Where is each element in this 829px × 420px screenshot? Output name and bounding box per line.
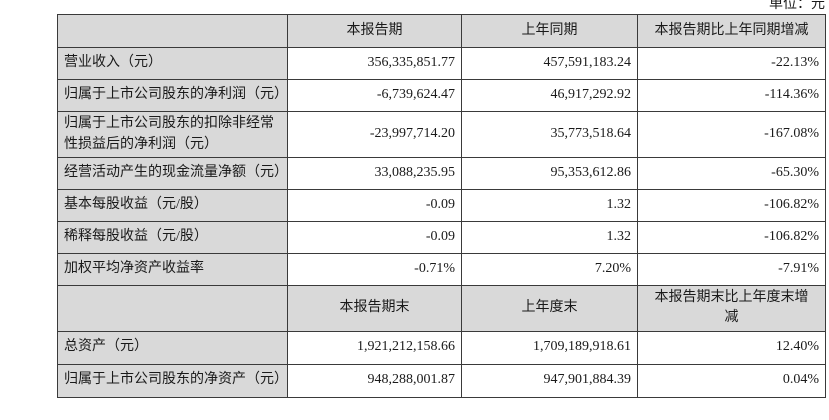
row-label: 营业收入（元） — [57, 47, 288, 80]
header-cell-year-end-change: 本报告期末比上年度末增 减 — [637, 285, 826, 332]
value-current: -23,997,714.20 — [287, 111, 462, 158]
table-row-net-profit: 归属于上市公司股东的净利润（元） -6,739,624.47 46,917,29… — [57, 79, 826, 112]
value-prior: 457,591,183.24 — [461, 47, 638, 80]
value-change: 0.04% — [637, 363, 826, 398]
value-prior: 947,901,884.39 — [461, 363, 638, 398]
table-row-net-assets: 归属于上市公司股东的净资产（元） 948,288,001.87 947,901,… — [57, 363, 826, 398]
value-change: -7.91% — [637, 253, 826, 286]
value-change: -167.08% — [637, 111, 826, 158]
table-row-operating-cash-flow: 经营活动产生的现金流量净额（元） 33,088,235.95 95,353,61… — [57, 157, 826, 190]
value-change: -106.82% — [637, 221, 826, 254]
table-row-total-assets: 总资产（元） 1,921,212,158.66 1,709,189,918.61… — [57, 330, 826, 365]
table-row-diluted-eps: 稀释每股收益（元/股） -0.09 1.32 -106.82% — [57, 221, 826, 254]
header-cell-period-end: 本报告期末 — [287, 285, 462, 332]
row-label: 加权平均净资产收益率 — [57, 253, 288, 286]
value-current: -0.09 — [287, 221, 462, 254]
value-prior: 95,353,612.86 — [461, 157, 638, 190]
value-prior: 1,709,189,918.61 — [461, 330, 638, 365]
unit-label: 单位：元 — [769, 0, 825, 12]
value-change: -22.13% — [637, 47, 826, 80]
value-current: 1,921,212,158.66 — [287, 330, 462, 365]
table-row-weighted-avg-roe: 加权平均净资产收益率 -0.71% 7.20% -7.91% — [57, 253, 826, 286]
header-cell-empty — [57, 285, 288, 332]
value-current: 33,088,235.95 — [287, 157, 462, 190]
value-change: 12.40% — [637, 330, 826, 365]
header-cell-prior-period: 上年同期 — [461, 14, 638, 48]
value-prior: 1.32 — [461, 189, 638, 222]
value-change: -65.30% — [637, 157, 826, 190]
value-current: -0.09 — [287, 189, 462, 222]
value-prior: 7.20% — [461, 253, 638, 286]
value-prior: 46,917,292.92 — [461, 79, 638, 112]
row-label: 归属于上市公司股东的净资产（元） — [57, 363, 288, 398]
table-row-basic-eps: 基本每股收益（元/股） -0.09 1.32 -106.82% — [57, 189, 826, 222]
row-label: 总资产（元） — [57, 330, 288, 365]
header-cell-empty — [57, 14, 288, 48]
header-cell-current-period: 本报告期 — [287, 14, 462, 48]
financial-summary-table: 本报告期 上年同期 本报告期比上年同期增减 营业收入（元） 356,335,85… — [57, 14, 826, 398]
value-change: -114.36% — [637, 79, 826, 112]
value-current: -0.71% — [287, 253, 462, 286]
value-prior: 35,773,518.64 — [461, 111, 638, 158]
value-change: -106.82% — [637, 189, 826, 222]
row-label: 经营活动产生的现金流量净额（元） — [57, 157, 288, 190]
header-cell-period-change: 本报告期比上年同期增减 — [637, 14, 826, 48]
table-row-net-profit-excl-nonrecurring: 归属于上市公司股东的扣除非经常性损益后的净利润（元） -23,997,714.2… — [57, 111, 826, 158]
value-current: 948,288,001.87 — [287, 363, 462, 398]
row-label: 基本每股收益（元/股） — [57, 189, 288, 222]
value-current: -6,739,624.47 — [287, 79, 462, 112]
row-label: 归属于上市公司股东的扣除非经常性损益后的净利润（元） — [57, 111, 288, 158]
header-cell-prior-year-end: 上年度末 — [461, 285, 638, 332]
row-label: 归属于上市公司股东的净利润（元） — [57, 79, 288, 112]
value-prior: 1.32 — [461, 221, 638, 254]
section2-header-row: 本报告期末 上年度末 本报告期末比上年度末增 减 — [57, 285, 826, 332]
value-current: 356,335,851.77 — [287, 47, 462, 80]
row-label: 稀释每股收益（元/股） — [57, 221, 288, 254]
section1-header-row: 本报告期 上年同期 本报告期比上年同期增减 — [57, 14, 826, 48]
table-row-operating-revenue: 营业收入（元） 356,335,851.77 457,591,183.24 -2… — [57, 47, 826, 80]
